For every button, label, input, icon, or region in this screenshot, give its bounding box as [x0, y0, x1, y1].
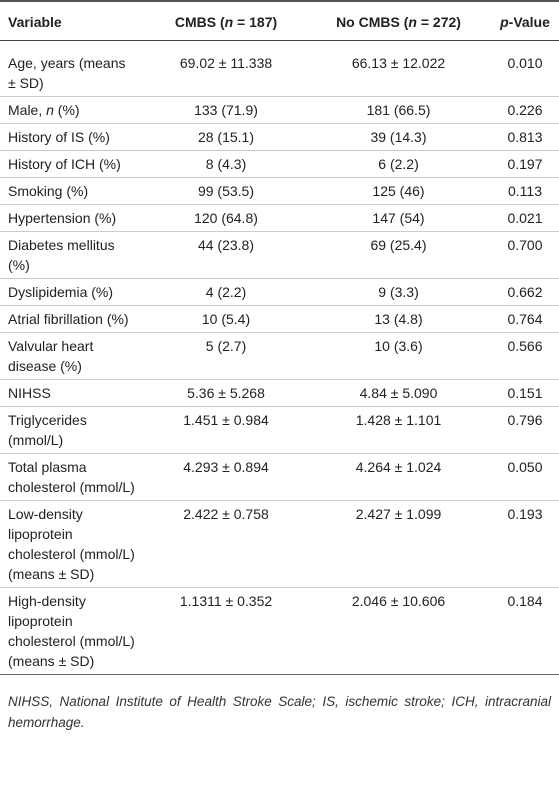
table-row: Triglycerides (mmol/L) 1.451 ± 0.984 1.428… [0, 407, 559, 454]
header-row: Variable CMBS (n = 187) No CMBS (n = 272) p… [0, 1, 559, 41]
table-row: Smoking (%) 99 (53.5) 125 (46) 0.113 [0, 178, 559, 205]
table-cell: 5.36 ± 5.268 [187, 385, 265, 401]
table-row: Total plasma cholesterol (mmol/L) 4.293 ±… [0, 454, 559, 501]
table-cell: 28 (15.1) [197, 129, 255, 145]
header-cell: No CMBS (n = 272) [306, 1, 491, 41]
table-cell: 66.13 ± 12.022 [351, 55, 446, 71]
table-cell: 0.662 [507, 284, 543, 300]
table-cell: 10 (3.6) [374, 338, 423, 354]
table-cell: 99 (53.5) [197, 183, 255, 199]
table-cell: NIHSS [8, 385, 51, 401]
table-cell: 9 (3.3) [378, 284, 419, 300]
text-segment: = 187) [233, 14, 278, 30]
table-row: History of IS (%) 28 (15.1) 39 (14.3) 0.813 [0, 124, 559, 151]
table-row: NIHSS 5.36 ± 5.268 4.84 ± 5.090 0.151 [0, 380, 559, 407]
table-cell: 1.1311 ± 0.352 [179, 593, 273, 609]
text-segment: (%) [53, 102, 80, 118]
table-cell: 10 (5.4) [201, 311, 251, 327]
text-segment: n [408, 14, 417, 30]
table-cell: 0.113 [508, 183, 542, 199]
table-cell: Hypertension (%) [8, 210, 117, 226]
table-row: Low-density lipoprotein cholesterol (mmo… [0, 501, 559, 588]
table-cell: 4 (2.2) [205, 284, 247, 300]
text-segment: = 272) [416, 14, 461, 30]
table-cell: Atrial fibrillation (%) [8, 311, 129, 327]
table-cell: 2.422 ± 0.758 [183, 506, 269, 522]
table-row: High-density lipoprotein cholesterol (mm… [0, 588, 559, 675]
table-cell: Valvular heart disease (%) [8, 338, 94, 374]
table-cell: 2.046 ± 10.606 [351, 593, 446, 609]
table-cell: Smoking (%) [8, 183, 89, 199]
table-cell: 0.151 [507, 385, 543, 401]
table-cell: History of IS (%) [8, 129, 110, 145]
table-cell: 0.193 [507, 506, 543, 522]
table-cell: 5 (2.7) [205, 338, 247, 354]
table-cell: 0.021 [507, 210, 543, 226]
table-cell: Dyslipidemia (%) [8, 284, 114, 300]
table-cell: 181 (66.5) [366, 102, 431, 118]
table-cell: 6 (2.2) [378, 156, 419, 172]
table-cell: 0.566 [507, 338, 543, 354]
table-cell: Male, n (%) [0, 97, 146, 124]
table-cell: Low-density lipoprotein cholesterol (mmo… [8, 506, 135, 582]
table-cell: 1.428 ± 1.101 [355, 412, 442, 428]
text-segment: No CMBS ( [336, 14, 409, 30]
table-cell: 133 (71.9) [194, 102, 258, 118]
header-cell: CMBS (n = 187) [146, 1, 306, 41]
table-cell: 147 (54) [372, 210, 425, 226]
table-body: Age, years (means ± SD) 69.02 ± 11.338 66.… [0, 41, 559, 675]
text-segment: CMBS ( [174, 14, 225, 30]
table-cell: 4.264 ± 1.024 [355, 459, 442, 475]
table-cell: 8 (4.3) [205, 156, 247, 172]
table-cell: 44 (23.8) [197, 237, 255, 253]
table-cell: 0.796 [507, 412, 543, 428]
table-cell: High-density lipoprotein cholesterol (mm… [8, 593, 135, 669]
table-cell: 4.84 ± 5.090 [359, 385, 438, 401]
table-cell: 0.050 [507, 459, 543, 475]
table-cell: 0.010 [507, 55, 543, 71]
footnote: NIHSS, National Institute of Health Stro… [8, 694, 551, 730]
table-row: Hypertension (%) 120 (64.8) 147 (54) 0.021 [0, 205, 559, 232]
table-row: Age, years (means ± SD) 69.02 ± 11.338 66.… [0, 41, 559, 97]
header-cell: p-Value [491, 1, 559, 41]
table-cell: 13 (4.8) [374, 311, 423, 327]
table-cell: 0.700 [507, 237, 543, 253]
table-cell: History of ICH (%) [8, 156, 121, 172]
header-cell: Variable [8, 14, 62, 30]
table-cell: 0.764 [507, 311, 543, 327]
table-cell: Total plasma cholesterol (mmol/L) [8, 459, 135, 495]
text-segment: Male, [8, 102, 47, 118]
table-cell: 4.293 ± 0.894 [183, 459, 269, 475]
table-row: Atrial fibrillation (%) 10 (5.4) 13 (4.8) 0… [0, 306, 559, 333]
table-cell: Diabetes mellitus (%) [8, 237, 115, 273]
table-cell: Age, years (means ± SD) [8, 55, 126, 91]
table-cell: 0.813 [507, 129, 543, 145]
table-cell: 2.427 ± 1.099 [355, 506, 442, 522]
table-cell: 1.451 ± 0.984 [183, 412, 269, 428]
text-segment: -Value [508, 14, 550, 30]
table-cell: 69 (25.4) [370, 237, 427, 253]
table-row: Valvular heart disease (%) 5 (2.7) 10 (3.6… [0, 333, 559, 380]
text-segment: n [224, 14, 234, 30]
data-table: Variable CMBS (n = 187) No CMBS (n = 272) p… [0, 1, 559, 675]
table-cell: 125 (46) [372, 183, 425, 199]
table-cell: Triglycerides (mmol/L) [8, 412, 87, 448]
table-row: Male, n (%) 133 (71.9) 181 (66.5) 0.226 [0, 97, 559, 124]
table-cell: 0.197 [507, 156, 543, 172]
table-row: Dyslipidemia (%) 4 (2.2) 9 (3.3) 0.662 [0, 279, 559, 306]
table-cell: 69.02 ± 11.338 [179, 55, 273, 71]
table-cell: 120 (64.8) [194, 210, 258, 226]
table-cell: 0.184 [507, 593, 543, 609]
table-cell: 39 (14.3) [370, 129, 427, 145]
table-row: Diabetes mellitus (%) 44 (23.8) 69 (25.4) 0… [0, 232, 559, 279]
text-segment: n [46, 102, 54, 118]
table-cell: 0.226 [507, 102, 543, 118]
table-row: History of ICH (%) 8 (4.3) 6 (2.2) 0.197 [0, 151, 559, 178]
text-segment: p [500, 14, 509, 30]
